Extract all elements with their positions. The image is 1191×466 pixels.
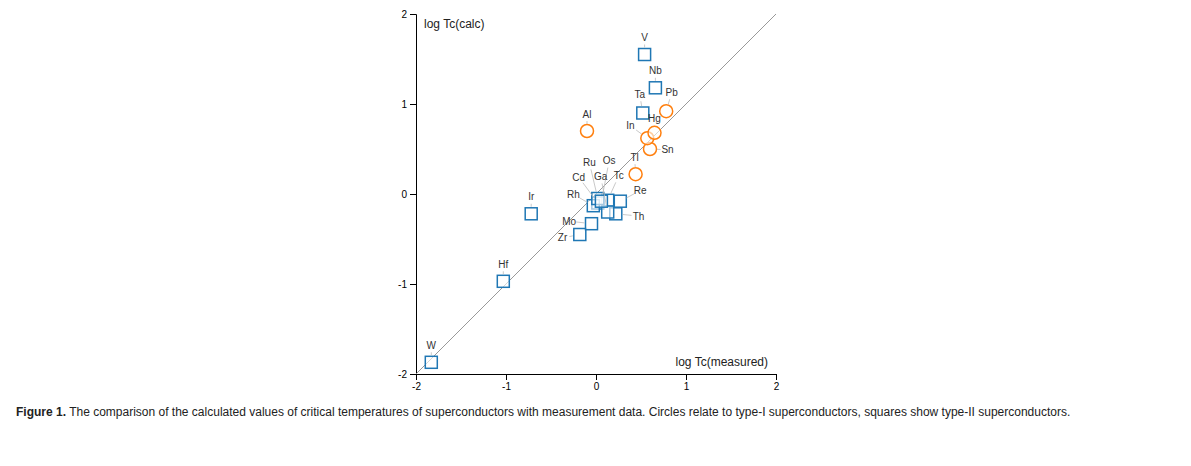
circle-point: [629, 168, 642, 181]
caption: Figure 1. The comparison of the calculat…: [0, 400, 1191, 421]
point-label: Cd: [572, 172, 585, 183]
leader-line: [611, 182, 616, 194]
axis-line: [410, 15, 417, 375]
point-label: Mo: [562, 216, 576, 227]
point-labels: W Hf Ir Zr Mo Tc Nb V Ta Re Cd Rh Th Ga Ru Os Al Tl Sn In Pb…: [427, 32, 679, 355]
tick-label: -2: [398, 369, 407, 380]
tick-mark: [410, 104, 416, 105]
square-point: [614, 195, 626, 207]
tick-mark: [686, 374, 687, 380]
leader-line: [657, 149, 661, 150]
axis-line: [417, 375, 777, 381]
tick-mark: [596, 374, 597, 380]
leader-line: [640, 101, 642, 106]
leader-line: [531, 204, 532, 207]
tick-mark: [776, 374, 777, 380]
square-point: [586, 218, 598, 230]
square-point: [639, 49, 651, 61]
tick-label: 1: [401, 99, 407, 110]
point-label: Hg: [648, 113, 661, 124]
point-label: Sn: [661, 144, 673, 155]
y-axis: -2 -1 0 1 2: [398, 9, 416, 380]
point-label: Zr: [558, 232, 568, 243]
tick: 0: [401, 189, 416, 200]
tick: -2: [398, 369, 416, 380]
tick-mark: [410, 14, 416, 15]
point-label: Th: [633, 211, 645, 222]
tick-mark: [410, 284, 416, 285]
leader-line: [668, 99, 670, 104]
leader-line: [431, 352, 432, 355]
plot-area: [416, 14, 776, 374]
point-label: Tl: [630, 152, 638, 163]
square-point: [574, 229, 586, 241]
point-label: In: [626, 120, 634, 131]
point-label: V: [641, 32, 648, 43]
square-point: [525, 208, 537, 220]
tick-mark: [410, 374, 416, 375]
point-label: Al: [583, 109, 592, 120]
x-axis-title: log Tc(measured): [676, 355, 768, 369]
tick-label: 0: [594, 381, 600, 392]
point-label: Nb: [649, 65, 662, 76]
caption-text: The comparison of the calculated values …: [69, 405, 1070, 419]
reference-line: [416, 14, 776, 374]
tick: 2: [401, 9, 416, 20]
circle-point: [660, 105, 673, 118]
point-label: Tc: [614, 170, 624, 181]
tick: 1: [401, 99, 416, 110]
tick-label: 1: [684, 381, 690, 392]
square-point: [425, 356, 437, 368]
point-label: Ga: [594, 171, 608, 182]
tick-label: -2: [412, 381, 421, 392]
leader-line: [623, 214, 632, 216]
tick: 0: [594, 374, 600, 392]
tick-label: 0: [401, 189, 407, 200]
leader-line: [654, 125, 655, 126]
tick-label: -1: [398, 279, 407, 290]
tick-label: -1: [502, 381, 511, 392]
tick: 2: [774, 374, 780, 392]
leader-line: [655, 78, 656, 81]
point-label: Pb: [666, 87, 679, 98]
tick-mark: [506, 374, 507, 380]
point-label: Re: [634, 185, 647, 196]
point-label: W: [427, 340, 437, 351]
leader-line: [644, 45, 645, 48]
leader-line: [503, 271, 504, 274]
tick-label: 2: [401, 9, 407, 20]
x-axis: -2 -1 0 1 2: [412, 374, 780, 392]
leader-line: [635, 164, 636, 167]
leader-line: [580, 198, 588, 202]
tick: -1: [502, 374, 511, 392]
point-label: Hf: [498, 259, 508, 270]
point-label: Ta: [634, 89, 645, 100]
tick-mark: [410, 194, 416, 195]
tick: -1: [398, 279, 416, 290]
leader-line: [636, 130, 642, 134]
tick-label: 2: [774, 381, 780, 392]
leader-line: [583, 183, 594, 198]
circle-point: [648, 126, 661, 139]
series: [425, 49, 661, 369]
caption-label: Figure 1.: [16, 405, 66, 419]
square-point: [497, 275, 509, 287]
series: [581, 105, 673, 181]
tick: 1: [684, 374, 690, 392]
square-point: [637, 107, 649, 119]
point-label: Os: [603, 155, 616, 166]
leader-line: [569, 235, 573, 237]
chart: -2 -1 0 1 2 -2 -1 0 1 2 W Hf Ir Zr Mo Tc Nb V Ta Re Cd Rh Th Ga…: [0, 0, 1191, 400]
leader-line: [587, 121, 588, 124]
circle-point: [581, 125, 594, 138]
square-point: [649, 82, 661, 94]
tick: -2: [412, 374, 421, 392]
point-label: Ir: [528, 191, 535, 202]
y-axis-title: log Tc(calc): [424, 17, 484, 31]
leader-line: [576, 221, 584, 223]
point-label: Ru: [583, 157, 596, 168]
point-label: Rh: [567, 189, 580, 200]
